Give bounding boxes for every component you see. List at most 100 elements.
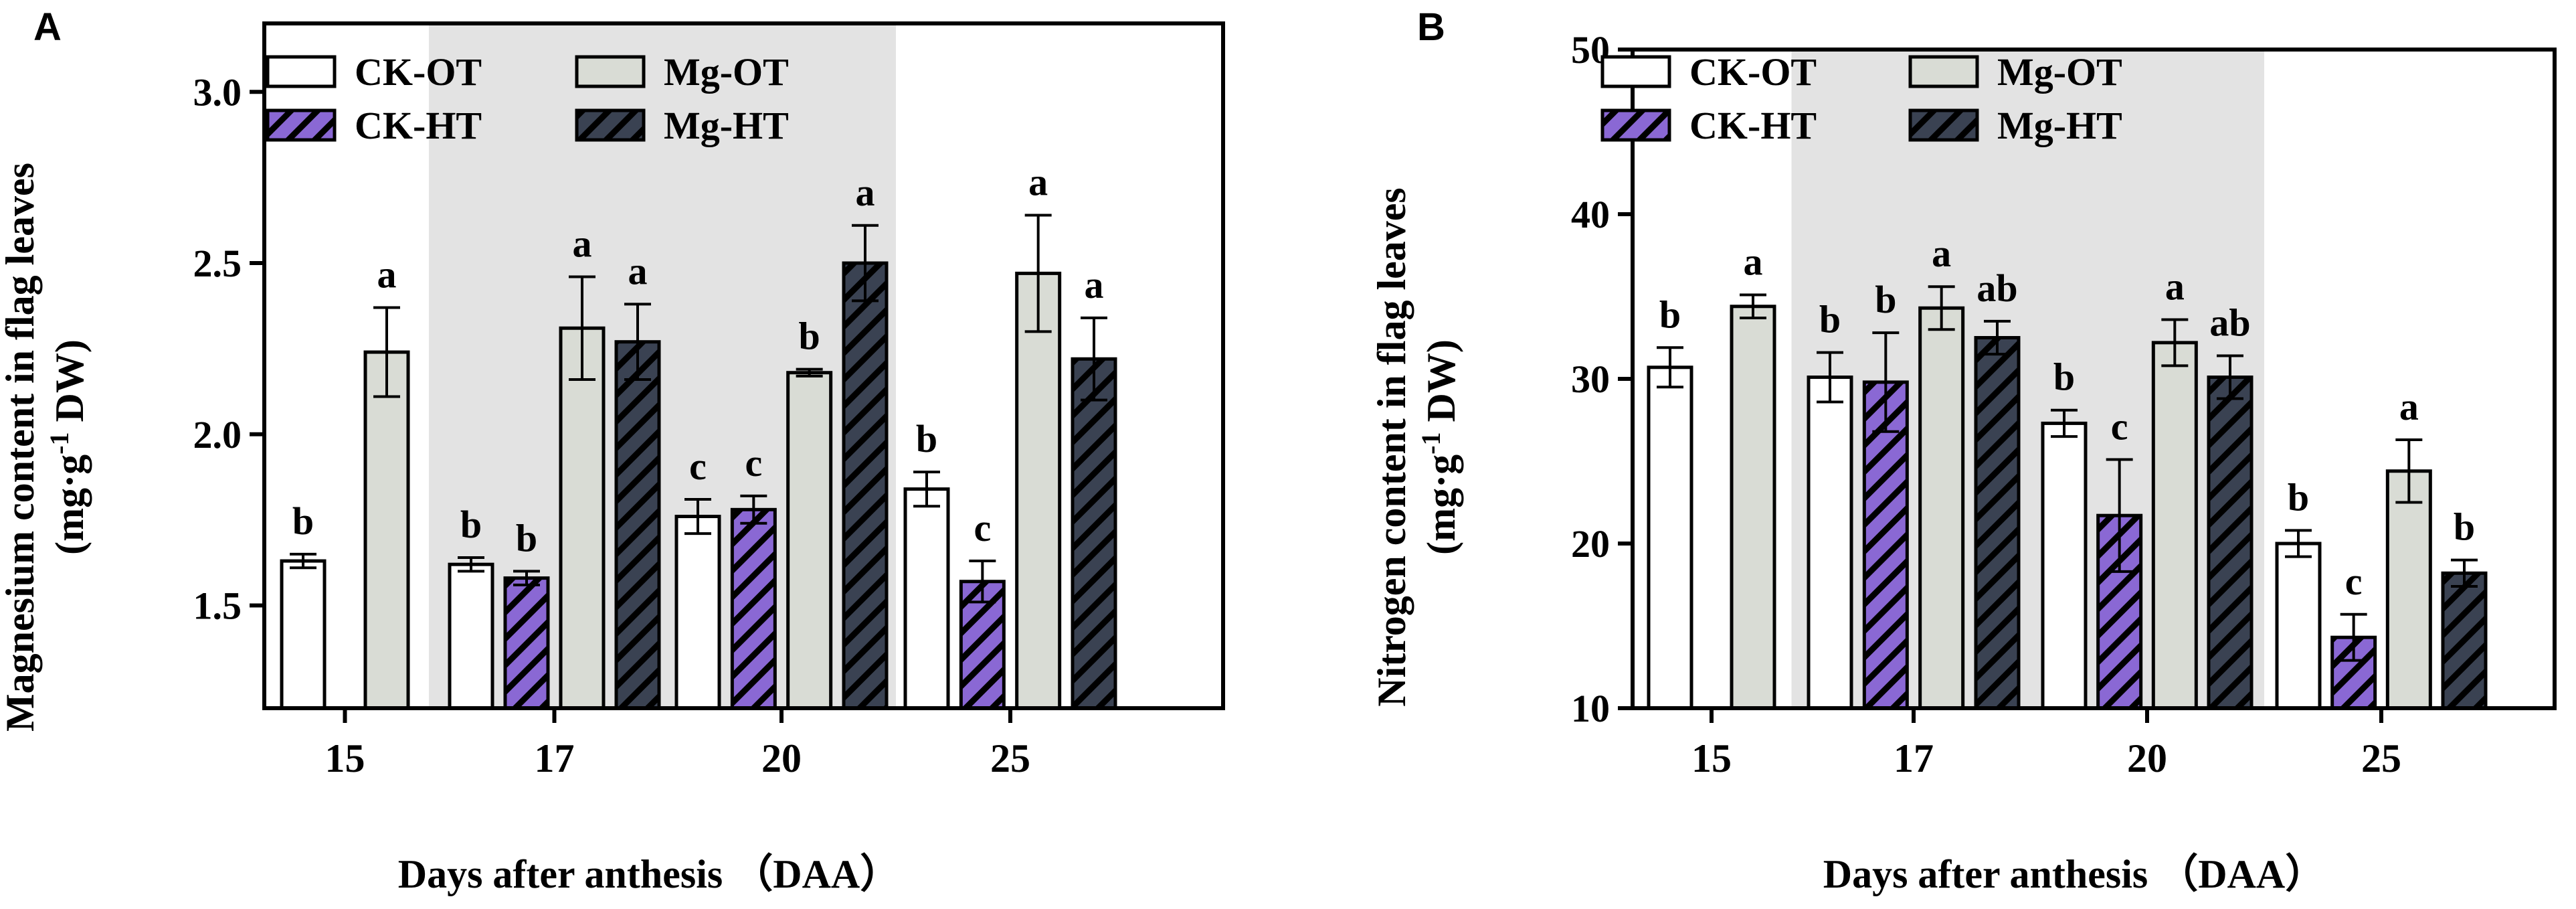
panel-a-bar-ck-ot-17 xyxy=(448,562,494,710)
panel-b-xtick-label: 15 xyxy=(1691,736,1732,780)
panel-b-legend-label: Mg-HT xyxy=(1997,104,2122,147)
panel-b-legend-label: CK-HT xyxy=(1689,104,1817,147)
panel-a-bar-mg-ot-17 xyxy=(559,326,606,710)
panel-a-legend-label: Mg-OT xyxy=(664,50,789,94)
panel-b-sig-letter: b xyxy=(1875,278,1896,321)
panel-a-errorbar-ck-ot-25 xyxy=(913,471,940,508)
panel-a-errorbar-ck-ot-17 xyxy=(458,556,484,573)
panel-b-sig-letter: b xyxy=(2454,505,2475,549)
panel-b-sig-letter: b xyxy=(1819,298,1841,341)
panel-b-bar-mg-ot-20 xyxy=(2151,341,2198,710)
panel-a-errorbar-mg-ot-17 xyxy=(569,275,595,381)
panel-a-bar-ck-ht-20 xyxy=(730,507,777,710)
panel-b-legend-item-mg-ht: Mg-HT xyxy=(1908,104,2122,147)
panel-b-ylabel-line1: Nitrogen content in flag leaves xyxy=(1370,187,1414,706)
panel-b-xlabel: Days after anthesis （DAA） xyxy=(1823,851,2326,896)
panel-b-xtick-label: 20 xyxy=(2127,736,2167,780)
panel-b-bar-ck-ot-25 xyxy=(2275,542,2322,710)
panel-b-errorbar-mg-ht-25 xyxy=(2451,558,2478,588)
panel-b-legend-item-ck-ot: CK-OT xyxy=(1600,50,1817,94)
panel-b-ytick-label: 10 xyxy=(1571,687,1610,730)
panel-a-bar-mg-ot-15 xyxy=(363,350,410,710)
panel-a-sig-letter: b xyxy=(292,499,314,543)
panel-a-sig-letter: b xyxy=(799,315,820,358)
panel-a-sig-letter: c xyxy=(689,444,707,488)
panel-a-sig-letter: b xyxy=(516,516,537,560)
panel-a-legend-swatch xyxy=(575,108,646,142)
panel-b-legend-label: CK-OT xyxy=(1689,50,1817,94)
panel-b-errorbar-ck-ht-25 xyxy=(2340,612,2367,662)
panel-b-legend-swatch xyxy=(1908,108,1979,142)
panel-b-bar-ck-ot-20 xyxy=(2041,421,2088,710)
panel-b-errorbar-ck-ot-15 xyxy=(1657,346,1683,389)
panel-a-sig-letter: c xyxy=(974,506,991,550)
panel-a-ytick-label: 1.5 xyxy=(193,584,242,628)
panel-b-legend-swatch xyxy=(1908,55,1979,88)
panel-a-legend-swatch xyxy=(266,108,337,142)
panel-b-bar-mg-ot-17 xyxy=(1918,306,1965,710)
panel-a-sig-letter: a xyxy=(573,222,592,266)
panel-b-bar-mg-ot-25 xyxy=(2385,469,2432,710)
panel-a-errorbar-ck-ht-25 xyxy=(969,560,996,604)
panel-b-sig-letter: a xyxy=(1744,240,1763,284)
panel-b-errorbar-mg-ot-15 xyxy=(1740,293,1766,319)
panel-a-xtick-label: 20 xyxy=(761,736,802,780)
panel-a-sig-letter: b xyxy=(460,503,482,546)
panel-a-legend-swatch xyxy=(266,55,337,88)
panel-b-ylabel-line2: (mg·g-1 DW) xyxy=(1416,339,1464,555)
panel-a-ytick-label: 2.0 xyxy=(193,413,242,457)
panel-a-errorbar-ck-ot-20 xyxy=(684,497,711,535)
panel-a-errorbar-mg-ht-17 xyxy=(624,303,651,381)
panel-b-bar-mg-ht-17 xyxy=(1974,336,2021,710)
panel-a-xlabel: Days after anthesis （DAA） xyxy=(398,851,901,896)
panel-b-legend-label: Mg-OT xyxy=(1997,50,2122,94)
panel-a-sig-letter: a xyxy=(1085,263,1104,307)
panel-a-plot-frame xyxy=(262,21,1225,710)
panel-a-bar-ck-ot-25 xyxy=(903,487,950,710)
panel-b-sig-letter: b xyxy=(1659,293,1681,336)
panel-a-bar-ck-ot-20 xyxy=(674,515,721,710)
panel-a-errorbar-mg-ot-15 xyxy=(373,306,400,398)
panel-a-ytick-label: 3.0 xyxy=(193,70,242,114)
panel-a-legend-item-mg-ot: Mg-OT xyxy=(575,50,789,94)
panel-b-sig-letter: a xyxy=(2399,385,2419,428)
panel-b-errorbar-ck-ht-17 xyxy=(1872,331,1900,433)
panel-b-sig-letter: c xyxy=(2111,405,2128,448)
panel-a-errorbar-mg-ht-20 xyxy=(852,224,879,303)
panel-a-bar-mg-ot-25 xyxy=(1015,271,1062,710)
panel-a-legend-label: CK-OT xyxy=(355,50,482,94)
panel-a-legend-item-ck-ot: CK-OT xyxy=(266,50,482,94)
panel-b-label: B xyxy=(1417,5,1445,49)
panel-a-bar-mg-ht-17 xyxy=(614,340,661,710)
panel-a-xtick-label: 15 xyxy=(325,736,365,780)
panel-b-xtick-label: 17 xyxy=(1894,736,1934,780)
panel-b-errorbar-ck-ht-20 xyxy=(2106,458,2133,573)
panel-a-sig-letter: a xyxy=(1028,160,1048,203)
panel-b-ytick-label: 30 xyxy=(1571,357,1610,401)
panel-a-errorbar-mg-ht-25 xyxy=(1081,316,1107,402)
panel-a-ylabel-line2: (mg·g-1 DW) xyxy=(44,339,92,555)
panel-a-bar-mg-ht-20 xyxy=(842,261,889,710)
panel-a-legend-item-mg-ht: Mg-HT xyxy=(575,104,789,147)
panel-a-bar-mg-ot-20 xyxy=(786,371,833,710)
panel-a-legend-label: CK-HT xyxy=(355,104,482,147)
panel-a-bar-ck-ht-17 xyxy=(503,576,550,710)
panel-b-sig-letter: b xyxy=(2288,475,2309,519)
panel-b-bar-ck-ot-15 xyxy=(1647,365,1693,710)
panel-b-sig-letter: c xyxy=(2345,560,2363,603)
panel-a-legend-item-ck-ht: CK-HT xyxy=(266,104,482,147)
panel-a-errorbar-ck-ht-20 xyxy=(740,494,767,525)
panel-b-legend-item-ck-ht: CK-HT xyxy=(1600,104,1817,147)
panel-a-sig-letter: a xyxy=(377,253,397,297)
panel-b-sig-letter: ab xyxy=(2209,301,2250,345)
panel-a-sig-letter: a xyxy=(856,171,875,214)
panel-b-legend-swatch xyxy=(1600,108,1671,142)
panel-a-xtick-label: 17 xyxy=(535,736,575,780)
panel-a-sig-letter: b xyxy=(916,417,937,461)
panel-b-errorbar-mg-ot-17 xyxy=(1928,285,1955,331)
panel-a-errorbar-ck-ht-17 xyxy=(513,570,540,586)
panel-b-sig-letter: a xyxy=(1932,232,1951,275)
panel-b-ytick-label: 20 xyxy=(1571,522,1610,566)
